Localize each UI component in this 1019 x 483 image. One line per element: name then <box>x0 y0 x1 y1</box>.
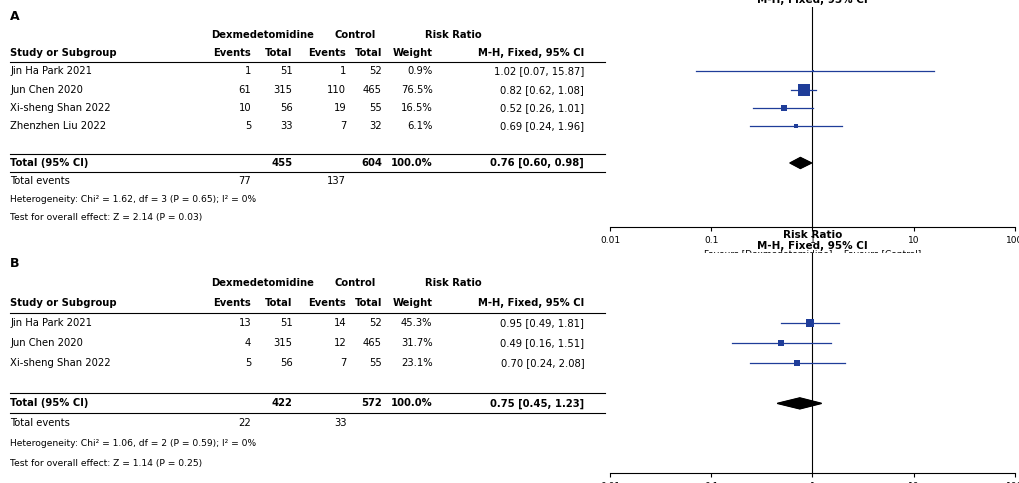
Text: 14: 14 <box>333 318 345 328</box>
Text: 56: 56 <box>280 103 292 113</box>
Text: 0.95 [0.49, 1.81]: 0.95 [0.49, 1.81] <box>500 318 584 328</box>
Polygon shape <box>776 398 820 409</box>
Text: 55: 55 <box>369 358 381 369</box>
Polygon shape <box>790 157 811 169</box>
Text: Dexmedetomidine: Dexmedetomidine <box>211 30 314 40</box>
Text: Jin Ha Park 2021: Jin Ha Park 2021 <box>10 318 92 328</box>
Text: 32: 32 <box>369 121 381 131</box>
Text: Total events: Total events <box>10 418 70 428</box>
Text: Study or Subgroup: Study or Subgroup <box>10 298 117 309</box>
Text: 0.9%: 0.9% <box>407 66 432 76</box>
Text: 13: 13 <box>238 318 251 328</box>
Text: Total: Total <box>265 48 292 58</box>
Text: 7: 7 <box>339 121 345 131</box>
Text: Total (95% CI): Total (95% CI) <box>10 398 89 409</box>
Text: 0.49 [0.16, 1.51]: 0.49 [0.16, 1.51] <box>499 339 584 348</box>
Text: 100.0%: 100.0% <box>390 398 432 409</box>
Text: Risk Ratio: Risk Ratio <box>425 30 481 40</box>
Text: 77: 77 <box>238 176 251 186</box>
Text: 19: 19 <box>333 103 345 113</box>
Text: Control: Control <box>334 279 375 288</box>
Text: 110: 110 <box>327 85 345 95</box>
Text: Heterogeneity: Chi² = 1.06, df = 2 (P = 0.59); I² = 0%: Heterogeneity: Chi² = 1.06, df = 2 (P = … <box>10 439 256 448</box>
Text: 12: 12 <box>333 339 345 348</box>
Text: 10: 10 <box>238 103 251 113</box>
Text: Jin Ha Park 2021: Jin Ha Park 2021 <box>10 66 92 76</box>
Text: 33: 33 <box>280 121 292 131</box>
Text: Test for overall effect: Z = 2.14 (P = 0.03): Test for overall effect: Z = 2.14 (P = 0… <box>10 213 202 223</box>
Text: M-H, Fixed, 95% CI: M-H, Fixed, 95% CI <box>478 298 584 309</box>
Text: 7: 7 <box>339 358 345 369</box>
Text: 5: 5 <box>245 358 251 369</box>
Text: 0.70 [0.24, 2.08]: 0.70 [0.24, 2.08] <box>500 358 584 369</box>
Text: 1: 1 <box>245 66 251 76</box>
Text: Dexmedetomidine: Dexmedetomidine <box>211 279 314 288</box>
Text: 51: 51 <box>280 66 292 76</box>
Text: Events: Events <box>213 48 251 58</box>
Text: 465: 465 <box>363 85 381 95</box>
Text: 31.7%: 31.7% <box>400 339 432 348</box>
Text: 55: 55 <box>369 103 381 113</box>
Text: Control: Control <box>334 30 375 40</box>
Title: Risk Ratio
M-H, Fixed, 95% CI: Risk Ratio M-H, Fixed, 95% CI <box>756 0 867 5</box>
Text: 4: 4 <box>245 339 251 348</box>
Text: Total: Total <box>355 298 381 309</box>
Text: M-H, Fixed, 95% CI: M-H, Fixed, 95% CI <box>478 48 584 58</box>
Text: Total: Total <box>265 298 292 309</box>
Text: 33: 33 <box>333 418 345 428</box>
X-axis label: Favours [Dexmedetomidine]    Favours [Control]: Favours [Dexmedetomidine] Favours [Contr… <box>703 249 920 258</box>
Text: Weight: Weight <box>392 298 432 309</box>
Text: 315: 315 <box>273 85 292 95</box>
Title: Risk Ratio
M-H, Fixed, 95% CI: Risk Ratio M-H, Fixed, 95% CI <box>756 230 867 251</box>
Text: 422: 422 <box>272 398 292 409</box>
Text: Xi-sheng Shan 2022: Xi-sheng Shan 2022 <box>10 358 111 369</box>
Text: Total (95% CI): Total (95% CI) <box>10 158 89 168</box>
Text: 0.69 [0.24, 1.96]: 0.69 [0.24, 1.96] <box>499 121 584 131</box>
Text: 16.5%: 16.5% <box>400 103 432 113</box>
Text: 6.1%: 6.1% <box>407 121 432 131</box>
Text: Xi-sheng Shan 2022: Xi-sheng Shan 2022 <box>10 103 111 113</box>
Text: 572: 572 <box>361 398 381 409</box>
Text: Total events: Total events <box>10 176 70 186</box>
Text: Test for overall effect: Z = 1.14 (P = 0.25): Test for overall effect: Z = 1.14 (P = 0… <box>10 459 202 468</box>
Text: 45.3%: 45.3% <box>400 318 432 328</box>
Text: 0.82 [0.62, 1.08]: 0.82 [0.62, 1.08] <box>500 85 584 95</box>
Text: Weight: Weight <box>392 48 432 58</box>
Text: Risk Ratio: Risk Ratio <box>425 279 481 288</box>
Text: Events: Events <box>213 298 251 309</box>
Text: 52: 52 <box>369 66 381 76</box>
Text: 61: 61 <box>238 85 251 95</box>
Text: 0.76 [0.60, 0.98]: 0.76 [0.60, 0.98] <box>490 158 584 168</box>
Text: 100.0%: 100.0% <box>390 158 432 168</box>
Text: A: A <box>10 10 19 23</box>
Text: Heterogeneity: Chi² = 1.62, df = 3 (P = 0.65); I² = 0%: Heterogeneity: Chi² = 1.62, df = 3 (P = … <box>10 195 256 204</box>
Text: B: B <box>10 257 19 270</box>
Text: 1.02 [0.07, 15.87]: 1.02 [0.07, 15.87] <box>493 66 584 76</box>
Text: 52: 52 <box>369 318 381 328</box>
Text: 23.1%: 23.1% <box>400 358 432 369</box>
Text: 5: 5 <box>245 121 251 131</box>
Text: Events: Events <box>308 48 345 58</box>
Text: 137: 137 <box>327 176 345 186</box>
Text: Events: Events <box>308 298 345 309</box>
Text: Jun Chen 2020: Jun Chen 2020 <box>10 339 83 348</box>
Text: Jun Chen 2020: Jun Chen 2020 <box>10 85 83 95</box>
Text: 465: 465 <box>363 339 381 348</box>
Text: Study or Subgroup: Study or Subgroup <box>10 48 117 58</box>
Text: Zhenzhen Liu 2022: Zhenzhen Liu 2022 <box>10 121 106 131</box>
Text: 1: 1 <box>339 66 345 76</box>
Text: 51: 51 <box>280 318 292 328</box>
Text: 56: 56 <box>280 358 292 369</box>
Text: 22: 22 <box>238 418 251 428</box>
Text: 315: 315 <box>273 339 292 348</box>
Text: 76.5%: 76.5% <box>400 85 432 95</box>
Text: 604: 604 <box>361 158 381 168</box>
Text: 455: 455 <box>271 158 292 168</box>
Text: 0.52 [0.26, 1.01]: 0.52 [0.26, 1.01] <box>499 103 584 113</box>
Text: 0.75 [0.45, 1.23]: 0.75 [0.45, 1.23] <box>489 398 584 409</box>
Text: Total: Total <box>355 48 381 58</box>
